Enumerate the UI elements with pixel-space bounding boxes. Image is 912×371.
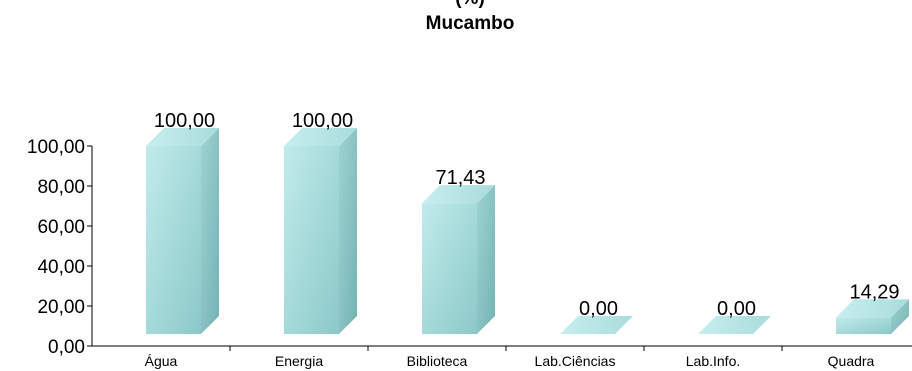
bar-top — [698, 316, 771, 334]
bar-top — [146, 128, 219, 146]
data-label: 14,29 — [849, 281, 899, 303]
bar-front — [836, 317, 891, 334]
chart-title: (%) — [455, 0, 485, 9]
y-tick-label: 40,00 — [37, 257, 85, 278]
bar-side — [201, 128, 219, 334]
y-tick-label: 60,00 — [37, 217, 85, 238]
data-label: 100,00 — [292, 110, 353, 132]
data-label: 71,43 — [435, 167, 485, 189]
y-tick-label: 20,00 — [37, 297, 85, 318]
bar-side — [339, 128, 357, 334]
y-tick-label: 0,00 — [48, 337, 85, 358]
y-axis: 0,00 20,00 40,00 60,00 80,00 100,00 — [27, 137, 93, 358]
data-labels: 100,00 100,00 71,43 0,00 0,00 14,29 — [154, 110, 900, 320]
data-label: 100,00 — [154, 110, 215, 132]
data-label: 0,00 — [717, 298, 756, 320]
bar-front — [146, 146, 201, 334]
category-label: Biblioteca — [407, 353, 468, 369]
data-label: 0,00 — [579, 298, 618, 320]
bar — [284, 128, 357, 334]
bar — [560, 316, 633, 334]
y-tick-label: 80,00 — [37, 177, 85, 198]
bar-top — [836, 299, 909, 318]
bar — [836, 299, 909, 334]
bar-top — [560, 316, 633, 334]
bar-front — [422, 203, 477, 334]
bar-side — [477, 185, 495, 334]
bar-side — [891, 299, 909, 334]
bar-top — [422, 185, 495, 204]
category-label: Energia — [275, 353, 323, 369]
category-label: Lab.Ciências — [535, 353, 616, 369]
category-label: Água — [145, 353, 178, 369]
bar — [146, 128, 219, 334]
bars — [146, 128, 909, 334]
x-axis: Água Energia Biblioteca Lab.Ciências Lab.Inf… — [92, 345, 912, 369]
bar — [698, 316, 771, 334]
category-label: Quadra — [828, 353, 875, 369]
chart-subtitle: Mucambo — [426, 13, 515, 34]
category-label: Lab.Info. — [686, 353, 741, 369]
bar — [422, 185, 495, 334]
bar-front — [284, 146, 339, 334]
bar-top — [284, 128, 357, 146]
y-tick-label: 100,00 — [27, 137, 85, 158]
